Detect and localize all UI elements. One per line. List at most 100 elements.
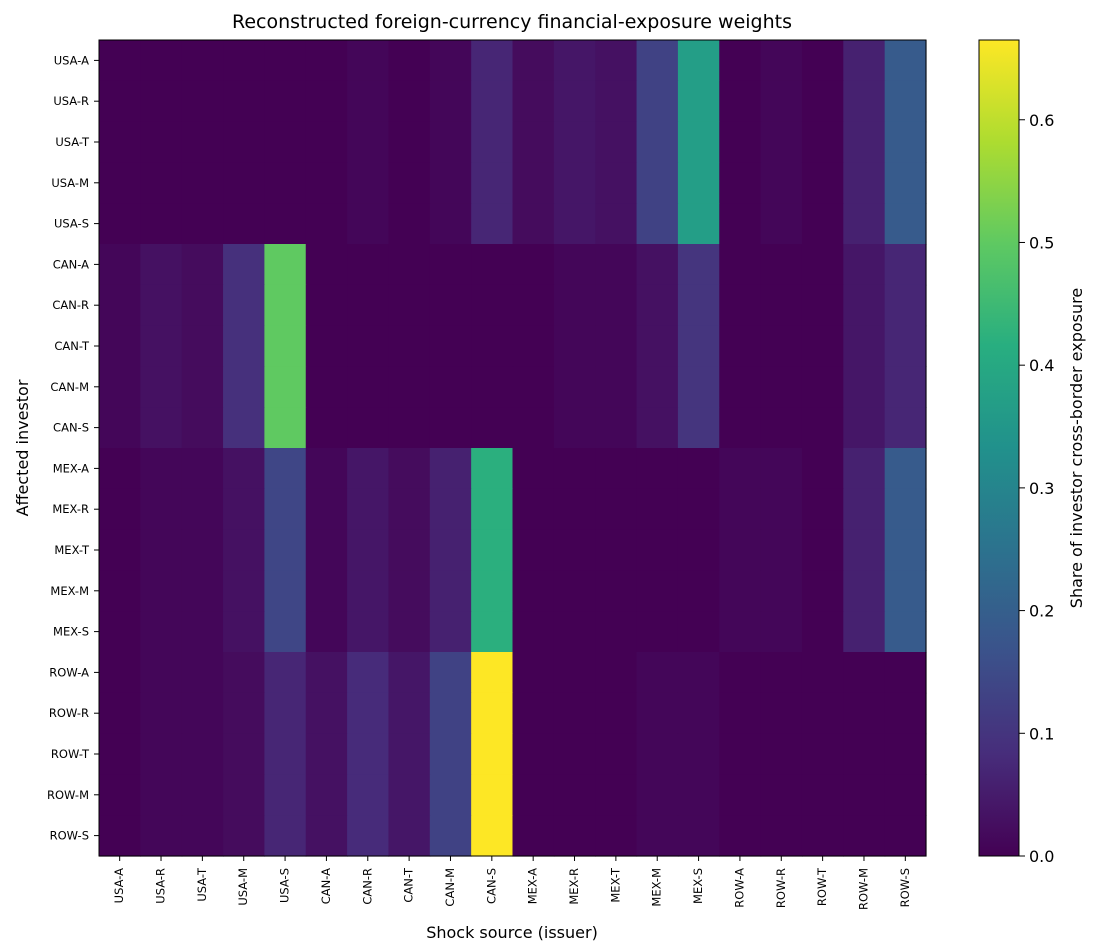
heatmap-cell	[801, 488, 844, 531]
heatmap-cell	[843, 366, 886, 408]
heatmap-cell	[99, 203, 141, 245]
y-tick-label: MEX-T	[54, 543, 90, 557]
heatmap-cell	[512, 407, 555, 449]
y-tick-label: MEX-M	[50, 584, 89, 598]
y-tick-label: ROW-S	[50, 829, 89, 843]
heatmap-cell	[305, 284, 348, 327]
heatmap-cell	[99, 407, 141, 449]
heatmap-cell	[305, 366, 348, 408]
heatmap-cell	[801, 325, 844, 367]
heatmap-cell	[677, 448, 720, 490]
heatmap-cell	[471, 366, 514, 408]
heatmap-cell	[512, 284, 555, 327]
heatmap-cell	[223, 652, 265, 694]
x-axis-ticks: USA-A USA-R USA-T USA-M USA-S CAN-A CAN-R CAN-T…	[112, 856, 912, 910]
heatmap-cell	[553, 488, 596, 531]
heatmap-cell	[429, 203, 472, 245]
heatmap-cell	[760, 448, 803, 490]
heatmap-cell	[305, 325, 348, 367]
heatmap-cell	[264, 40, 307, 82]
x-tick-label: USA-T	[195, 867, 209, 902]
heatmap-cell	[512, 366, 555, 408]
heatmap-cell	[181, 448, 224, 490]
heatmap-cell	[636, 40, 679, 82]
heatmap-cell	[429, 244, 472, 286]
heatmap-cell	[264, 284, 307, 327]
heatmap-cell	[347, 733, 390, 775]
heatmap-cell	[760, 733, 803, 775]
heatmap-cell	[223, 815, 265, 857]
heatmap-cell	[140, 652, 183, 694]
heatmap-cell	[512, 733, 555, 775]
heatmap-cell	[347, 366, 390, 408]
heatmap-cell	[843, 774, 886, 816]
heatmap-cell	[429, 815, 472, 857]
colorbar-tick-label: 0.2	[1029, 602, 1054, 621]
heatmap-cell	[99, 692, 141, 735]
heatmap-cell	[512, 448, 555, 490]
heatmap-cell	[223, 366, 265, 408]
heatmap-cell	[553, 244, 596, 286]
heatmap-cell	[553, 570, 596, 612]
heatmap-cell	[843, 284, 886, 327]
heatmap-cell	[471, 203, 514, 245]
heatmap-cell	[471, 488, 514, 531]
heatmap-cell	[801, 652, 844, 694]
heatmap-cell	[884, 529, 927, 571]
heatmap-cell	[553, 121, 596, 163]
heatmap-cell	[719, 570, 762, 612]
heatmap-cell	[99, 366, 141, 408]
heatmap-cell	[388, 488, 431, 531]
heatmap-cell	[801, 529, 844, 571]
heatmap-cell	[884, 366, 927, 408]
heatmap-cell	[223, 284, 265, 327]
heatmap-cell	[347, 488, 390, 531]
x-tick-label: ROW-T	[815, 867, 829, 906]
heatmap-cell	[388, 244, 431, 286]
heatmap-cell	[429, 529, 472, 571]
heatmap-cell	[512, 162, 555, 204]
heatmap-cell	[388, 529, 431, 571]
heatmap-cell	[181, 529, 224, 571]
heatmap-cell	[140, 203, 183, 245]
heatmap-cell	[553, 611, 596, 653]
heatmap-cell	[471, 611, 514, 653]
heatmap-cell	[677, 529, 720, 571]
heatmap-cell	[264, 244, 307, 286]
heatmap-cell	[99, 284, 141, 327]
heatmap-cell	[223, 529, 265, 571]
heatmap-cell	[719, 448, 762, 490]
heatmap-cell	[512, 80, 555, 123]
heatmap-cell	[223, 733, 265, 775]
heatmap-cell	[99, 611, 141, 653]
heatmap-cell	[760, 815, 803, 857]
y-tick-label: ROW-T	[51, 747, 90, 761]
colorbar-tick-label: 0.0	[1029, 847, 1054, 866]
heatmap-cell	[140, 407, 183, 449]
heatmap-cell	[843, 244, 886, 286]
heatmap-cell	[843, 40, 886, 82]
heatmap-cell	[636, 244, 679, 286]
heatmap-cell	[429, 774, 472, 816]
heatmap-cell	[801, 203, 844, 245]
x-tick-label: USA-S	[278, 868, 292, 903]
heatmap-cell	[305, 448, 348, 490]
heatmap-cell	[760, 611, 803, 653]
heatmap-cell	[99, 774, 141, 816]
heatmap-cell	[99, 40, 141, 82]
heatmap-cell	[140, 325, 183, 367]
heatmap-cell	[140, 570, 183, 612]
heatmap-cell	[388, 40, 431, 82]
x-tick-label: USA-M	[236, 868, 250, 906]
x-tick-label: USA-A	[112, 868, 126, 903]
heatmap-cell	[719, 284, 762, 327]
heatmap-cell	[388, 448, 431, 490]
heatmap-cell	[223, 325, 265, 367]
heatmap-cell	[347, 692, 390, 735]
heatmap-cell	[388, 203, 431, 245]
heatmap-cell	[719, 407, 762, 449]
heatmap-cell	[264, 366, 307, 408]
heatmap-cell	[181, 407, 224, 449]
heatmap-cell	[347, 448, 390, 490]
heatmap-cell	[801, 244, 844, 286]
